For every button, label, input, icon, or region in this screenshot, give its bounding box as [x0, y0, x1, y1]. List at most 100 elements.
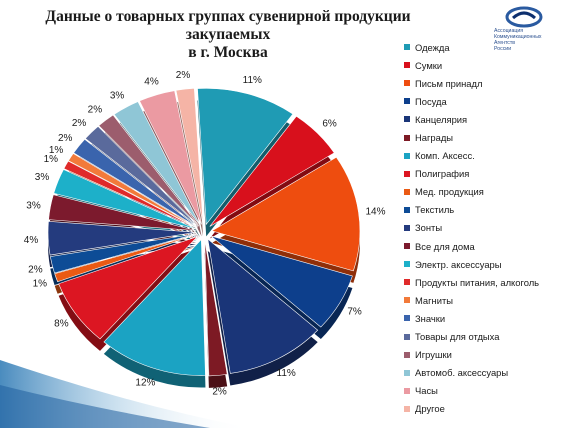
- legend-swatch: [404, 206, 410, 213]
- pie-data-label-16: 2%: [58, 133, 73, 144]
- pie-data-label-10: 2%: [28, 264, 43, 275]
- legend-item-1: Одежда: [404, 38, 568, 56]
- legend-swatch: [404, 243, 410, 250]
- pie-data-label-11: 4%: [24, 235, 39, 246]
- legend-item-2: Сумки: [404, 56, 568, 74]
- logo-mark-icon: [505, 6, 543, 28]
- legend-label: Награды: [415, 132, 454, 144]
- legend-label: Посуда: [415, 95, 447, 107]
- pie-data-label-21: 2%: [176, 70, 191, 81]
- legend-swatch: [404, 279, 410, 286]
- pie-data-label-18: 2%: [88, 104, 103, 115]
- legend-label: Зонты: [415, 222, 443, 234]
- logo-text-line: Коммуникационных: [494, 34, 542, 40]
- chart-title-line-2: в г. Москва: [188, 44, 268, 61]
- legend-label: Электр. аксессуары: [415, 258, 502, 270]
- legend-swatch: [404, 80, 410, 87]
- legend-swatch: [404, 405, 410, 412]
- logo-text-line: Агентств: [494, 40, 516, 46]
- pie-slice-14: [63, 160, 198, 229]
- logo-text-line: России: [494, 46, 512, 52]
- legend-item-14: Продукты питания, алкоголь: [404, 273, 568, 291]
- association-logo: Ассоциация Коммуникационных Агентств Рос…: [494, 6, 556, 72]
- pie-data-label-19: 3%: [110, 90, 125, 101]
- legend-label: Магниты: [415, 294, 453, 306]
- pie-data-label-13: 3%: [35, 172, 50, 183]
- legend-swatch: [404, 134, 410, 141]
- pie-slice-20: [139, 90, 202, 225]
- legend-label: Сумки: [415, 59, 443, 71]
- pie-data-label-1: 11%: [243, 75, 262, 86]
- chart-legend: Одежда Сумки Письм принадл Посуда Канцелярия…: [404, 38, 568, 418]
- legend-label: Текстиль: [415, 204, 455, 216]
- legend-label: Значки: [415, 312, 446, 324]
- pie-slice-17: [84, 125, 199, 227]
- legend-item-6: Награды: [404, 128, 568, 146]
- pie-slice-21: [175, 87, 204, 225]
- legend-item-12: Все для дома: [404, 237, 568, 255]
- pie-data-label-6: 2%: [212, 387, 227, 398]
- pie-slice-11: [47, 221, 197, 256]
- pie-data-label-2: 6%: [322, 119, 337, 130]
- pie-slice-2: [209, 115, 335, 227]
- pie-chart: 11%6%14%7%11%2%12%8%1%2%4%3%3%1%1%2%2%2%…: [24, 70, 386, 398]
- legend-item-13: Электр. аксессуары: [404, 255, 568, 273]
- legend-label: Товары для отдыха: [415, 331, 500, 343]
- legend-swatch: [404, 387, 410, 394]
- legend-swatch: [404, 297, 410, 304]
- legend-swatch: [404, 351, 410, 358]
- legend-label: Одежда: [415, 41, 450, 53]
- pie-data-label-4: 7%: [347, 307, 362, 318]
- legend-item-18: Игрушки: [404, 346, 568, 364]
- legend-swatch: [404, 152, 410, 159]
- legend-item-21: Другое: [404, 400, 568, 418]
- legend-label: Комп. Аксесс.: [415, 150, 475, 162]
- legend-swatch: [404, 224, 410, 231]
- legend-swatch: [404, 315, 410, 322]
- legend-swatch: [404, 369, 410, 376]
- pie-slice-9: [54, 234, 197, 283]
- legend-swatch: [404, 188, 410, 195]
- legend-swatch: [404, 44, 410, 51]
- pie-slice-3: [211, 156, 361, 272]
- pie-slice-15: [68, 153, 198, 229]
- pie-slice-19: [113, 101, 201, 226]
- pie-slice-10: [49, 233, 197, 274]
- legend-label: Письм принадл: [415, 77, 483, 89]
- legend-swatch: [404, 62, 410, 69]
- legend-label: Продукты питания, алкоголь: [415, 276, 540, 288]
- pie-data-label-8: 8%: [54, 318, 69, 329]
- pie-slice-16: [73, 138, 198, 228]
- legend-label: Все для дома: [415, 240, 475, 252]
- pie-slice-18: [98, 114, 200, 226]
- pie-slice-12: [48, 194, 197, 231]
- legend-item-7: Комп. Аксесс.: [404, 147, 568, 165]
- pie-data-label-15: 1%: [49, 145, 64, 156]
- pie-data-label-20: 4%: [144, 76, 159, 87]
- legend-label: Другое: [415, 403, 445, 415]
- legend-item-19: Автомоб. аксессуары: [404, 364, 568, 382]
- pie-slice-8: [58, 236, 198, 340]
- pie-slice-13: [53, 169, 197, 230]
- legend-swatch: [404, 261, 410, 268]
- pie-data-label-14: 1%: [44, 154, 59, 165]
- pie-data-label-5: 11%: [277, 368, 296, 379]
- legend-item-5: Канцелярия: [404, 110, 568, 128]
- legend-label: Часы: [415, 385, 438, 397]
- legend-item-9: Мед. продукция: [404, 183, 568, 201]
- legend-item-10: Текстиль: [404, 201, 568, 219]
- legend-swatch: [404, 333, 410, 340]
- legend-item-3: Письм принадл: [404, 74, 568, 92]
- pie-data-label-3: 14%: [365, 206, 385, 217]
- legend-label: Полиграфия: [415, 168, 470, 180]
- pie-slice-4: [210, 235, 353, 328]
- legend-swatch: [404, 116, 410, 123]
- chart-title-line-1: Данные о товарных группах сувенирной про…: [45, 8, 411, 43]
- legend-item-17: Товары для отдыха: [404, 328, 568, 346]
- logo-text-line: Ассоциация: [494, 28, 524, 34]
- legend-label: Автомоб. аксессуары: [415, 367, 509, 379]
- pie-data-label-9: 1%: [33, 279, 48, 290]
- legend-label: Игрушки: [415, 349, 452, 361]
- pie-slice-7: [103, 238, 206, 376]
